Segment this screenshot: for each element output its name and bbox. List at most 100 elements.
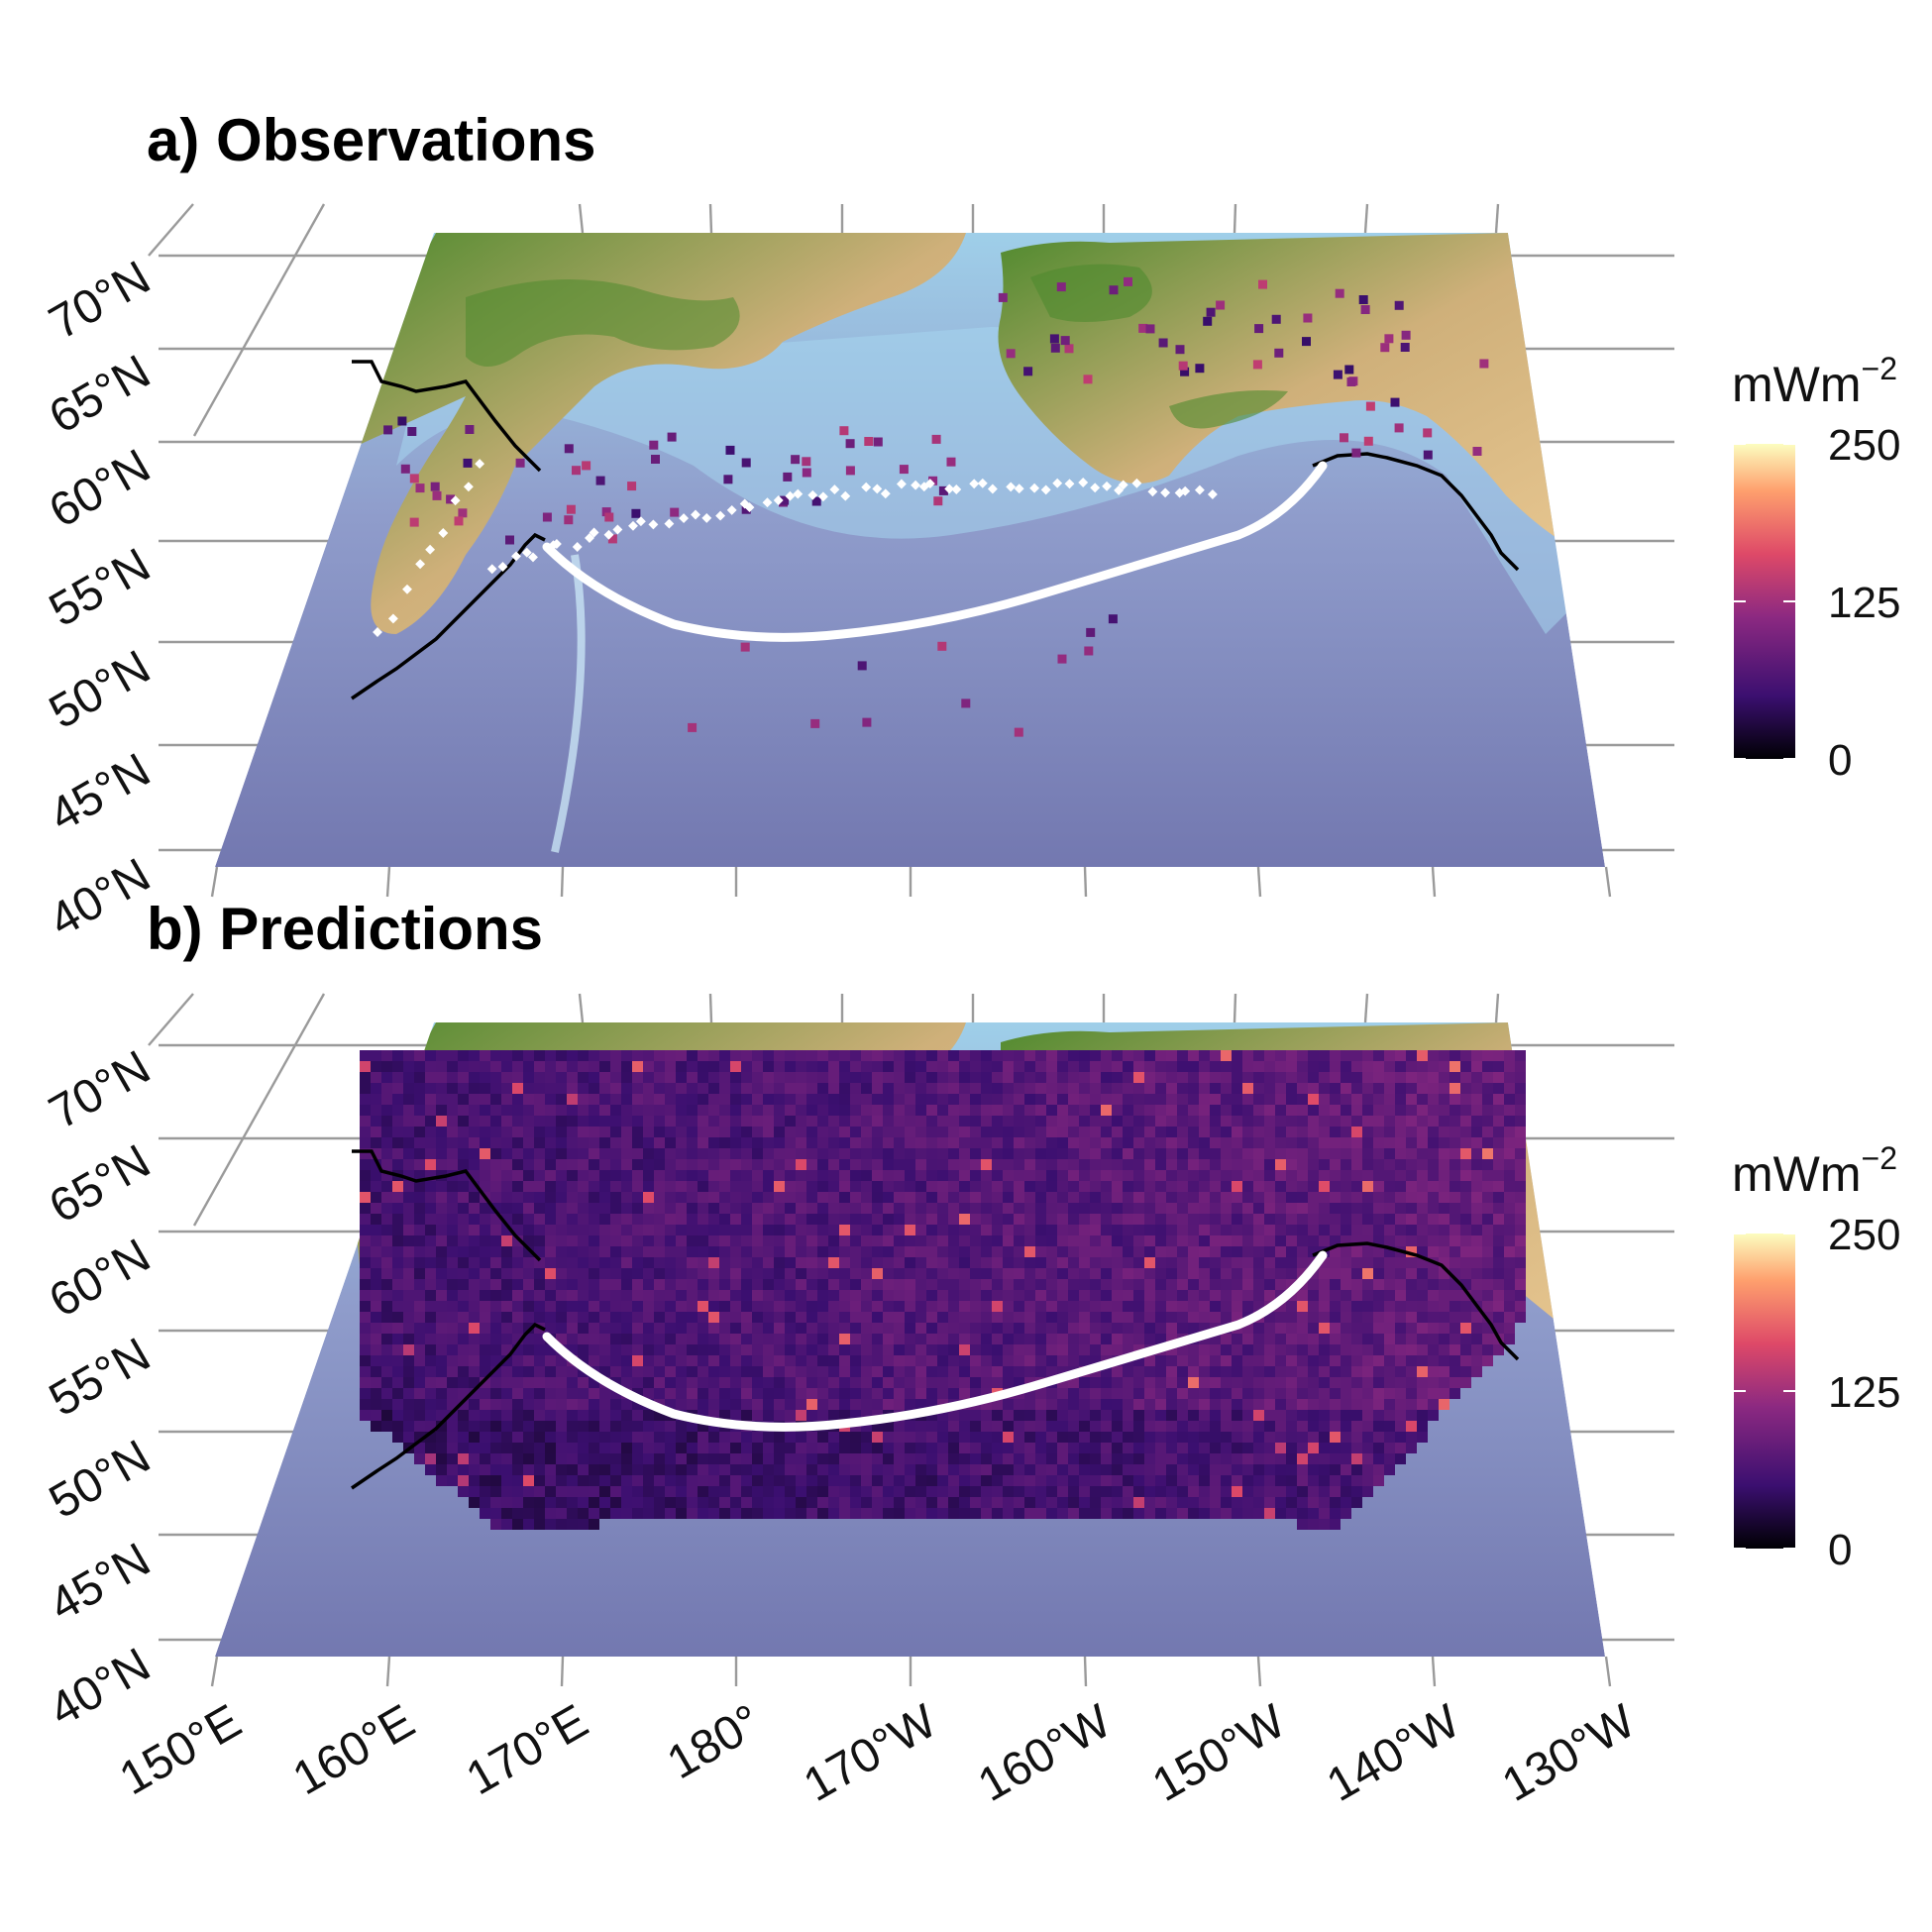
prediction-cell (698, 1072, 708, 1083)
prediction-cell (1449, 1355, 1460, 1366)
prediction-cell (752, 1235, 763, 1246)
prediction-cell (926, 1148, 937, 1159)
prediction-cell (1297, 1061, 1308, 1072)
prediction-cell (1471, 1127, 1482, 1137)
prediction-cell (1046, 1268, 1057, 1279)
prediction-cell (1079, 1301, 1090, 1312)
prediction-cell (970, 1268, 981, 1279)
prediction-cell (1482, 1170, 1493, 1181)
prediction-cell (763, 1497, 774, 1508)
prediction-cell (905, 1475, 915, 1486)
prediction-cell (1035, 1464, 1046, 1475)
prediction-cell (719, 1257, 730, 1268)
prediction-cell (676, 1344, 687, 1355)
prediction-cell (1384, 1312, 1395, 1323)
prediction-cell (1439, 1094, 1449, 1105)
observation-marker (998, 292, 1008, 302)
prediction-cell (872, 1192, 883, 1203)
prediction-cell (643, 1050, 654, 1061)
prediction-cell (785, 1159, 796, 1170)
prediction-cell (1112, 1312, 1123, 1323)
prediction-cell (850, 1170, 861, 1181)
prediction-cell (523, 1388, 534, 1399)
prediction-cell (1242, 1246, 1253, 1257)
prediction-cell (480, 1225, 490, 1235)
prediction-cell (1024, 1279, 1035, 1290)
volcano-marker (1090, 483, 1101, 493)
prediction-cell (1308, 1127, 1319, 1137)
prediction-cell (425, 1127, 436, 1137)
prediction-cell (981, 1453, 992, 1464)
prediction-cell (1297, 1137, 1308, 1148)
prediction-cell (774, 1334, 785, 1344)
prediction-cell (1014, 1214, 1024, 1225)
prediction-cell (959, 1105, 970, 1116)
prediction-cell (458, 1235, 469, 1246)
prediction-cell (545, 1519, 556, 1530)
prediction-cell (687, 1279, 698, 1290)
prediction-cell (1035, 1486, 1046, 1497)
prediction-cell (1384, 1072, 1395, 1083)
prediction-cell (567, 1410, 578, 1421)
prediction-cell (730, 1061, 741, 1072)
prediction-cell (425, 1072, 436, 1083)
prediction-cell (948, 1050, 959, 1061)
prediction-cell (698, 1366, 708, 1377)
prediction-cell (1210, 1170, 1221, 1181)
prediction-cell (545, 1116, 556, 1127)
prediction-cell (774, 1486, 785, 1497)
prediction-cell (752, 1137, 763, 1148)
prediction-cell (1417, 1334, 1428, 1344)
prediction-cell (458, 1290, 469, 1301)
prediction-cell (501, 1290, 512, 1301)
prediction-cell (1373, 1268, 1384, 1279)
observation-marker (933, 496, 943, 506)
prediction-cell (1112, 1421, 1123, 1432)
prediction-cell (501, 1475, 512, 1486)
prediction-cell (1275, 1170, 1286, 1181)
prediction-cell (1515, 1072, 1526, 1083)
prediction-cell (414, 1301, 425, 1312)
prediction-cell (698, 1061, 708, 1072)
prediction-cell (883, 1497, 894, 1508)
prediction-cell (1297, 1225, 1308, 1235)
prediction-cell (741, 1399, 752, 1410)
prediction-cell (1253, 1246, 1264, 1257)
prediction-cell (381, 1203, 392, 1214)
prediction-cell (490, 1072, 501, 1083)
prediction-cell (654, 1410, 665, 1421)
prediction-cell (1439, 1334, 1449, 1344)
prediction-cell (621, 1355, 632, 1366)
prediction-cell (392, 1235, 403, 1246)
prediction-cell (861, 1094, 872, 1105)
prediction-cell (1395, 1355, 1406, 1366)
prediction-cell (556, 1453, 567, 1464)
prediction-cell (806, 1486, 817, 1497)
prediction-cell (381, 1323, 392, 1334)
prediction-cell (381, 1148, 392, 1159)
prediction-cell (1090, 1072, 1101, 1083)
prediction-cell (1242, 1486, 1253, 1497)
prediction-cell (1014, 1301, 1024, 1312)
prediction-cell (1428, 1377, 1439, 1388)
plate-boundary-kamchatka (351, 1322, 546, 1490)
prediction-cell (1471, 1312, 1482, 1323)
prediction-cell (708, 1246, 719, 1257)
prediction-cell (1482, 1192, 1493, 1203)
prediction-cell (905, 1453, 915, 1464)
prediction-cell (1395, 1050, 1406, 1061)
prediction-cell (1177, 1127, 1188, 1137)
prediction-cell (534, 1159, 545, 1170)
prediction-cell (981, 1268, 992, 1279)
prediction-cell (1297, 1257, 1308, 1268)
prediction-cell (1057, 1170, 1068, 1181)
prediction-cell (937, 1116, 948, 1127)
prediction-cell (806, 1235, 817, 1246)
prediction-cell (1504, 1312, 1515, 1323)
prediction-cell (817, 1170, 828, 1181)
prediction-cell (970, 1137, 981, 1148)
prediction-cell (1264, 1181, 1275, 1192)
prediction-cell (1123, 1137, 1133, 1148)
prediction-cell (970, 1453, 981, 1464)
prediction-cell (1417, 1323, 1428, 1334)
